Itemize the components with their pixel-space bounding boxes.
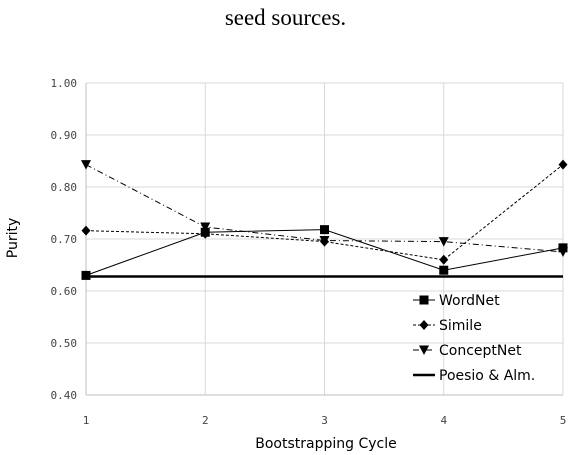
- data-point-simile: [559, 160, 568, 170]
- legend-marker-wordnet: [420, 296, 429, 305]
- data-point-wordnet: [439, 266, 448, 275]
- y-tick-label: 0.80: [51, 181, 78, 194]
- legend-label-simile: Simile: [439, 318, 482, 334]
- y-tick-label: 0.40: [51, 389, 78, 402]
- data-point-simile: [82, 226, 91, 236]
- y-tick-label: 0.90: [51, 129, 78, 142]
- legend: WordNet Simile ConceptNet Poesio & Alm.: [413, 293, 535, 384]
- data-point-simile: [439, 255, 448, 265]
- y-tick-label: 1.00: [51, 77, 78, 90]
- x-tick-label: 2: [202, 414, 209, 427]
- x-tick-label: 5: [560, 414, 567, 427]
- legend-label-poesio-alm: Poesio & Alm.: [439, 368, 535, 384]
- data-point-wordnet: [320, 225, 329, 234]
- legend-label-wordnet: WordNet: [439, 293, 500, 309]
- legend-item-poesio-alm: Poesio & Alm.: [413, 368, 535, 384]
- data-point-conceptnet: [81, 160, 91, 170]
- legend-label-conceptnet: ConceptNet: [439, 343, 522, 359]
- x-tick-label: 4: [440, 414, 447, 427]
- y-tick-label: 0.50: [51, 337, 78, 350]
- y-tick-label: 0.70: [51, 233, 78, 246]
- legend-item-wordnet: WordNet: [413, 293, 500, 309]
- x-tick-label: 3: [321, 414, 328, 427]
- legend-marker-simile: [420, 320, 429, 330]
- legend-item-simile: Simile: [413, 318, 482, 334]
- x-tick-label: 1: [83, 414, 90, 427]
- data-point-wordnet: [82, 271, 91, 280]
- legend-item-conceptnet: ConceptNet: [413, 343, 522, 359]
- y-axis-label: Purity: [5, 218, 21, 259]
- x-axis-label: Bootstrapping Cycle: [255, 436, 396, 452]
- y-tick-label: 0.60: [51, 285, 78, 298]
